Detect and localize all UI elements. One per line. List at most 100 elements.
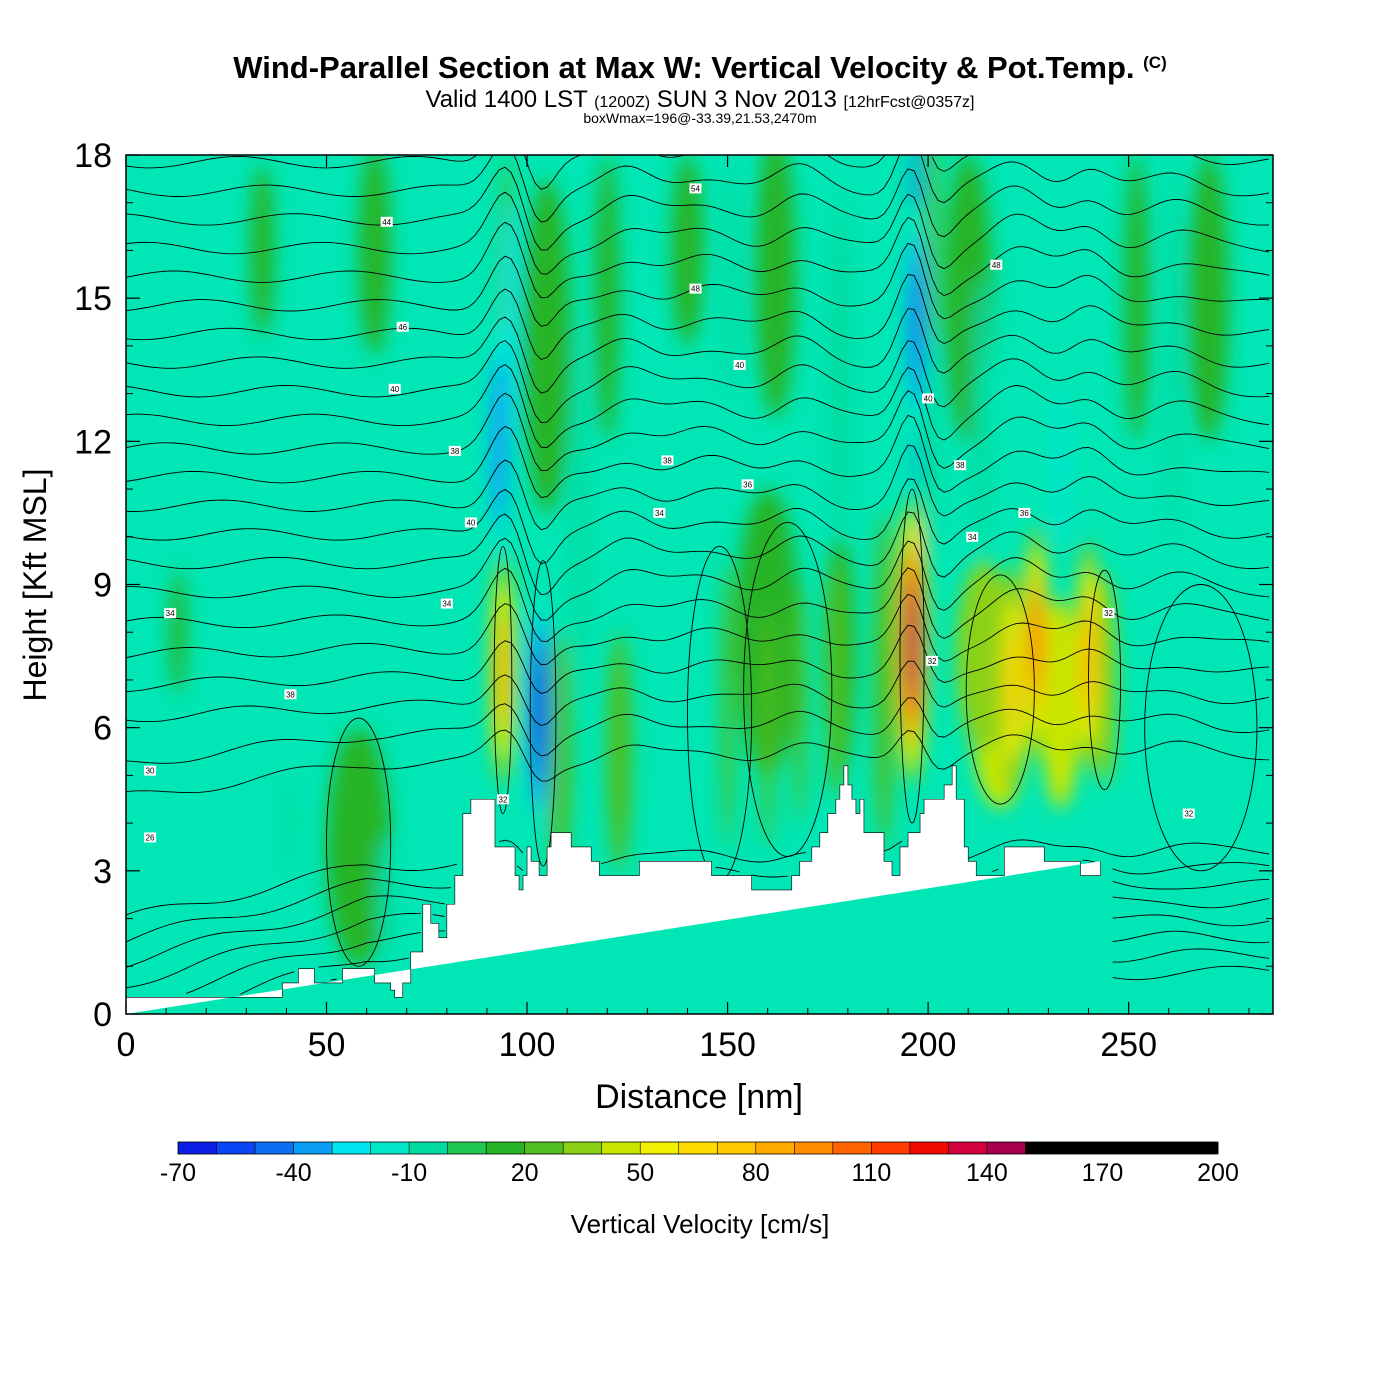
colorbar-segment (794, 1142, 834, 1154)
velocity-streak (284, 775, 297, 871)
theta-label-box (689, 283, 702, 294)
x-tick-label: 200 (900, 1026, 957, 1064)
velocity-streak (793, 584, 806, 824)
theta-contour (326, 717, 392, 967)
theta-label-text: 32 (928, 657, 937, 666)
valid-prefix: Valid 1400 LST (425, 86, 588, 113)
theta-label: 40 (733, 359, 746, 370)
y-tick-label: 9 (93, 567, 112, 605)
theta-contour (493, 545, 513, 815)
velocity-streak (358, 155, 391, 356)
theta-contour (126, 364, 1270, 448)
theta-contour (126, 155, 1270, 190)
theta-label: 32 (1102, 608, 1115, 619)
box-wmax-info: boxWmax=196@-33.39,21.53,2470m (583, 110, 817, 126)
terrain-profile (126, 765, 1101, 1014)
colorbar-segment (1063, 1142, 1103, 1154)
theta-contour (1144, 584, 1258, 872)
theta-label: 32 (926, 655, 939, 666)
colorbar-segment (486, 1142, 526, 1154)
y-tick-label: 18 (74, 137, 112, 175)
theta-label-box (966, 531, 979, 542)
theta-label: 48 (689, 283, 702, 294)
colorbar-tick-label: -70 (160, 1159, 196, 1187)
theta-label-box (1182, 808, 1195, 819)
theta-label-box (733, 359, 746, 370)
terrain (126, 765, 1101, 1014)
theta-label-text: 32 (499, 795, 508, 804)
theta-label-box (1018, 507, 1031, 518)
theta-label-text: 26 (146, 833, 155, 842)
theta-label-box (954, 460, 967, 471)
theta-label-text: 46 (398, 323, 407, 332)
theta-label: 38 (284, 689, 297, 700)
velocity-streak (607, 632, 632, 871)
valid-utc: (1200Z) (594, 94, 651, 111)
theta-label-box (1102, 608, 1115, 619)
theta-label-box (144, 832, 157, 843)
colorbar-segment (1140, 1142, 1180, 1154)
theta-contour (126, 511, 1270, 596)
colorbar-tick-label: 50 (626, 1159, 654, 1187)
theta-label-text: 30 (146, 767, 155, 776)
theta-contour (1088, 569, 1122, 791)
velocity-core (910, 269, 922, 376)
theta-label-text: 38 (286, 690, 295, 699)
velocity-core (493, 388, 505, 495)
theta-label-text: 36 (1020, 509, 1029, 518)
x-tick-label: 50 (308, 1026, 346, 1064)
colorbar-tick-label: 200 (1197, 1159, 1239, 1187)
velocity-streak (755, 155, 796, 418)
theta-label: 44 (380, 216, 393, 227)
y-tick-label: 0 (93, 996, 112, 1034)
theta-contour (126, 478, 1270, 565)
velocity-streak (926, 155, 939, 346)
theta-label: 32 (496, 794, 509, 805)
colorbar-segment (909, 1142, 949, 1154)
theta-contour (126, 191, 1270, 275)
theta-contour (743, 522, 833, 857)
velocity-streak (170, 570, 187, 695)
colorbar-segment (255, 1142, 294, 1154)
theta-label: 40 (922, 393, 935, 404)
theta-label-text: 40 (735, 361, 744, 370)
theta-contour (126, 155, 1270, 223)
theta-contour (535, 146, 944, 156)
colorbar-segment (563, 1142, 603, 1154)
theta-label-box (926, 655, 939, 666)
theta-label-text: 34 (442, 600, 451, 609)
theta-contour (126, 729, 1270, 794)
theta-contour (126, 340, 1270, 424)
theta-contour (126, 593, 1270, 666)
theta-label-box (440, 598, 453, 609)
theta-contour (899, 488, 925, 824)
theta-label-box (144, 765, 157, 776)
x-tick-label: 100 (499, 1026, 556, 1064)
x-tick-label: 250 (1100, 1026, 1157, 1064)
colorbar-segment (293, 1142, 333, 1154)
velocity-core (909, 615, 916, 669)
colorbar-segment (216, 1142, 256, 1154)
colorbar-segment (409, 1142, 449, 1154)
colorbar-tick-label: 80 (742, 1159, 770, 1187)
colorbar-segment (948, 1142, 988, 1154)
theta-label: 40 (464, 517, 477, 528)
theta-label: 26 (144, 832, 157, 843)
y-tick-label: 6 (93, 710, 112, 748)
theta-label-text: 54 (691, 184, 700, 193)
velocity-streak (376, 837, 397, 952)
velocity-streak (873, 512, 895, 847)
theta-contour (126, 660, 1270, 726)
colorbar-segment (1025, 1142, 1065, 1154)
theta-label-text: 44 (382, 218, 391, 227)
theta-label: 36 (741, 479, 754, 490)
colorbar-tick-label: 20 (511, 1159, 539, 1187)
theta-label-text: 32 (1104, 609, 1113, 618)
theta-contour (240, 930, 1270, 995)
chart-title-main: Wind-Parallel Section at Max W: Vertical… (233, 50, 1135, 85)
colorbar: -70 -40 -10 20 50 80 110 140 170 200 (160, 1141, 1239, 1187)
theta-contour (126, 859, 1270, 943)
theta-contour (126, 896, 1270, 989)
colorbar-tick-label: 170 (1082, 1159, 1124, 1187)
theta-label-text: 34 (655, 509, 664, 518)
